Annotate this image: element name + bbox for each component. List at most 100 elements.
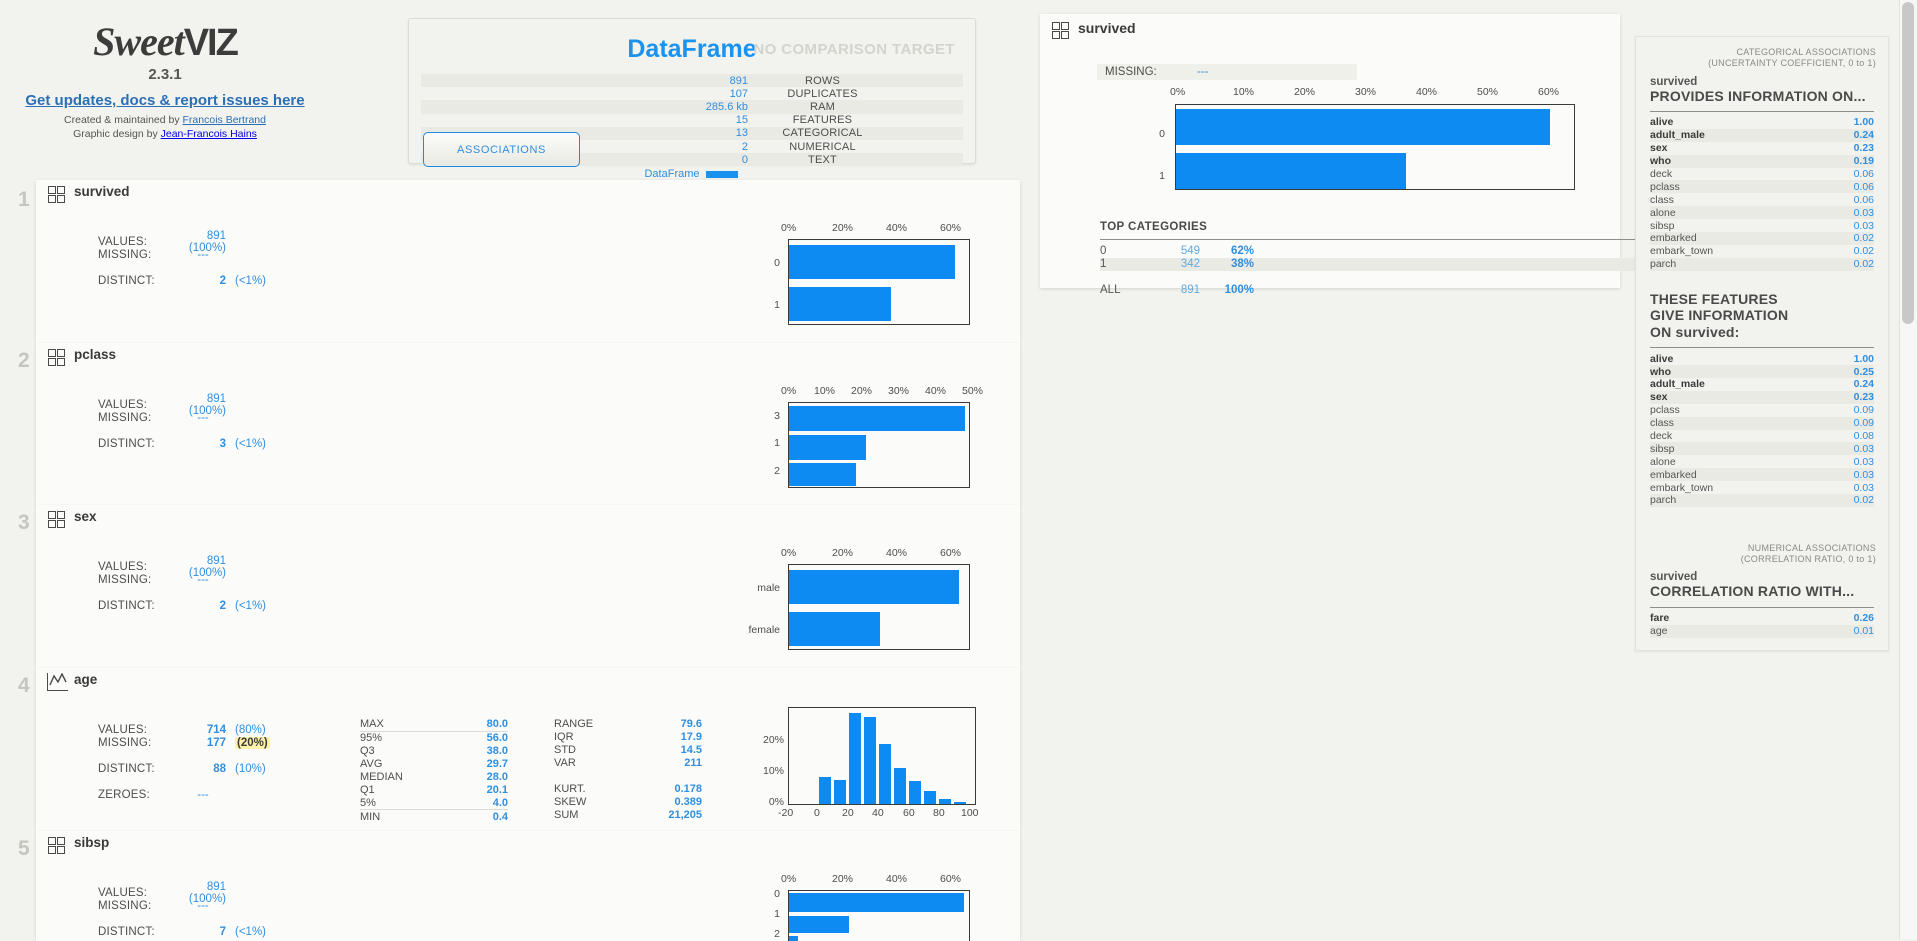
association-value: 0.03 — [1853, 219, 1874, 232]
stat-value: 0.389 — [674, 795, 702, 808]
detail-tab — [1040, 14, 1390, 40]
bar-1 — [789, 287, 891, 321]
chart-age-histogram: 20% 10% 0% -20 0 20 40 60 80 100 — [756, 702, 1006, 822]
feature-card-pclass[interactable]: pclass VALUES: 891 (100%) MISSING: --- DIS… — [36, 343, 1020, 506]
designer-link[interactable]: Jean-Francois Hains — [160, 128, 257, 140]
values-row: VALUES: 891 (100%) — [98, 555, 295, 579]
association-value: 0.03 — [1853, 481, 1874, 494]
association-name: embark_town — [1650, 481, 1714, 494]
xtick-label: 80 — [933, 807, 945, 819]
association-row: sex 0.23 — [1650, 142, 1874, 155]
stat-value: 56.0 — [486, 732, 508, 745]
feature-card-survived[interactable]: survived VALUES: 891 (100%) MISSING: --- D… — [36, 180, 1020, 343]
values-row: VALUES: 714 (80%) — [98, 723, 295, 736]
association-row: pclass 0.06 — [1650, 180, 1874, 194]
feature-tab — [36, 505, 352, 531]
association-value: 0.09 — [1853, 417, 1874, 430]
missing-label: MISSING: — [98, 736, 152, 749]
plot-area — [788, 890, 970, 941]
missing-label: MISSING: — [98, 411, 152, 424]
detail-panel-survived: survived MISSING: --- 0% 10% 20% 30% 40%… — [1040, 14, 1635, 296]
feature-stats: VALUES: 891 (100%) MISSING: --- DISTINCT: 3… — [98, 393, 295, 450]
hist-bar-0 — [819, 777, 831, 804]
corr-feature-name: survived — [1650, 571, 1698, 584]
association-value: 0.24 — [1853, 129, 1874, 142]
association-value: 0.06 — [1853, 193, 1874, 206]
stat-value: 4.0 — [492, 796, 508, 809]
summary-value: 285.6 kb — [705, 100, 748, 113]
hist-bar-8 — [939, 799, 951, 804]
ytick-label: 0 — [774, 257, 780, 269]
feature-name: survived — [74, 184, 130, 199]
feature-index-5: 5 — [18, 837, 30, 860]
missing-value: --- — [197, 899, 209, 912]
updates-docs-link[interactable]: Get updates, docs & report issues here — [25, 92, 305, 109]
summary-value: 15 — [735, 114, 748, 127]
hist-bar-7 — [924, 791, 936, 804]
xtick-label: 0% — [781, 873, 797, 885]
stat-row: Q3 38.0 — [360, 745, 508, 758]
xtick-label: 40% — [886, 222, 908, 234]
summary-label: DUPLICATES — [787, 87, 858, 100]
bar-0 — [1176, 109, 1550, 145]
association-row: parch 0.02 — [1650, 257, 1874, 271]
stat-key: RANGE — [554, 718, 594, 731]
plot-area — [788, 564, 970, 650]
missing-value: 177 — [206, 736, 226, 749]
feature-card-sibsp[interactable]: sibsp VALUES: 891 (100%) MISSING: --- DIST… — [36, 831, 1020, 941]
chart-survived-detail: 0% 10% 20% 30% 40% 50% 60% 0 1 — [1041, 86, 1619, 201]
xtick-label: 0% — [781, 385, 797, 397]
association-value: 0.03 — [1853, 468, 1874, 481]
distinct-label: DISTINCT: — [98, 437, 155, 450]
feature-card-age[interactable]: age VALUES: 714 (80%) MISSING: 177 (20%) DIS… — [36, 668, 1020, 831]
associations-button[interactable]: ASSOCIATIONS — [423, 132, 580, 167]
association-name: parch — [1650, 494, 1677, 507]
stat-row: VAR 211 — [554, 757, 702, 770]
stat-spacer — [554, 770, 702, 783]
scrollbar-thumb[interactable] — [1902, 2, 1914, 324]
stat-key: VAR — [554, 757, 576, 770]
values-row: VALUES: 891 (100%) — [98, 393, 295, 417]
association-row: adult_male 0.24 — [1650, 128, 1874, 142]
stat-row: STD 14.5 — [554, 744, 702, 757]
gives-title-line2: GIVE INFORMATION — [1650, 307, 1789, 324]
gives-list: alive 1.00 who 0.25 adult_male 0.24 sex 0.23… — [1636, 352, 1888, 507]
hist-bar-9 — [954, 802, 966, 804]
table-row: 1 342 38% — [1100, 257, 1635, 271]
association-name: who — [1650, 365, 1671, 378]
association-row: who 0.25 — [1650, 365, 1874, 379]
summary-row: 2 NUMERICAL — [421, 140, 963, 153]
xtick-label: 40% — [886, 873, 908, 885]
xtick-label: 60% — [940, 873, 962, 885]
association-value: 0.03 — [1853, 442, 1874, 455]
legend-label: DataFrame — [644, 168, 700, 180]
association-row: parch 0.02 — [1650, 494, 1874, 507]
stat-value: 28.0 — [486, 771, 508, 783]
bar-0 — [789, 893, 964, 912]
legend-swatch — [705, 170, 738, 178]
numerical-icon — [47, 673, 68, 691]
stat-row: Q1 20.1 — [360, 783, 508, 796]
ytick-label: 1 — [774, 908, 780, 920]
xtick-label: 60% — [940, 547, 962, 559]
associations-sidebar: CATEGORICAL ASSOCIATIONS (UNCERTAINTY CO… — [1635, 36, 1889, 651]
distinct-pct: (10%) — [235, 762, 266, 775]
category-count: 549 — [1180, 244, 1200, 257]
stat-value: 79.6 — [680, 718, 702, 731]
summary-row: 285.6 kb RAM — [421, 100, 963, 114]
feature-card-sex[interactable]: sex VALUES: 891 (100%) MISSING: --- DISTIN… — [36, 505, 1020, 668]
association-value: 0.02 — [1853, 232, 1874, 245]
distinct-row: DISTINCT: 7 (<1%) — [98, 925, 295, 938]
values-label: VALUES: — [98, 723, 148, 736]
summary-label: FEATURES — [792, 114, 853, 127]
association-row: class 0.06 — [1650, 193, 1874, 206]
vertical-scrollbar[interactable] — [1899, 0, 1917, 939]
distinct-row: DISTINCT: 3 (<1%) — [98, 437, 295, 450]
association-row: fare 0.26 — [1650, 612, 1874, 625]
author-link[interactable]: Francois Bertrand — [182, 114, 266, 126]
bar-1 — [789, 916, 849, 933]
distinct-value: 2 — [219, 599, 226, 612]
xtick-label: 20% — [832, 222, 854, 234]
category-pct: 38% — [1230, 258, 1254, 271]
feature-name: pclass — [74, 347, 117, 362]
